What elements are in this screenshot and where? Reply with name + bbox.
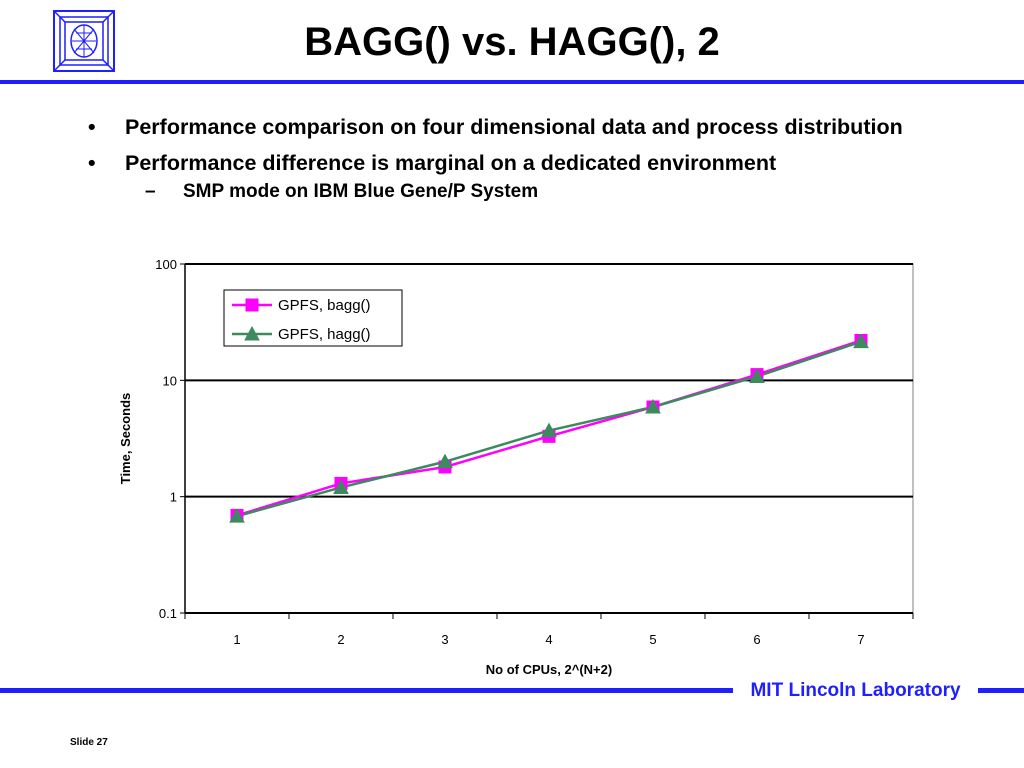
lab-name: MIT Lincoln Laboratory bbox=[750, 680, 961, 701]
bullet-text: Performance comparison on four dimension… bbox=[125, 115, 903, 139]
data-point-hagg bbox=[541, 422, 557, 438]
data-point-hagg bbox=[853, 333, 869, 349]
data-point-hagg bbox=[437, 453, 453, 469]
sub-bullet-item: – SMP mode on IBM Blue Gene/P System bbox=[88, 180, 968, 204]
y-axis-label: Time, Seconds bbox=[118, 393, 133, 485]
footer-rule-right bbox=[978, 688, 1024, 693]
bullet-item: • Performance comparison on four dimensi… bbox=[88, 114, 968, 140]
x-tick-label: 3 bbox=[441, 632, 448, 647]
data-point-hagg bbox=[333, 479, 349, 494]
y-tick-label: 1 bbox=[170, 490, 177, 505]
x-tick-label: 5 bbox=[649, 632, 656, 647]
data-point-hagg bbox=[749, 368, 765, 383]
legend-swatch-marker bbox=[245, 298, 259, 312]
dash-icon: – bbox=[145, 181, 156, 202]
bullet-text: Performance difference is marginal on a … bbox=[125, 151, 777, 175]
header-rule bbox=[0, 80, 1024, 84]
footer-rule-left bbox=[0, 688, 733, 693]
slide-number: Slide 27 bbox=[70, 737, 108, 748]
y-tick-label: 10 bbox=[163, 373, 177, 388]
data-point-hagg bbox=[645, 398, 661, 414]
bullet-icon: • bbox=[88, 115, 96, 139]
y-tick-label: 100 bbox=[155, 257, 177, 272]
bullet-icon: • bbox=[88, 151, 96, 175]
slide-title: BAGG() vs. HAGG(), 2 bbox=[304, 20, 720, 64]
y-tick-label: 0.1 bbox=[159, 606, 177, 621]
sub-bullet-text: SMP mode on IBM Blue Gene/P System bbox=[183, 181, 539, 202]
data-point-hagg bbox=[229, 508, 245, 523]
x-tick-label: 6 bbox=[753, 632, 760, 647]
x-tick-label: 7 bbox=[857, 632, 864, 647]
x-tick-label: 2 bbox=[337, 632, 344, 647]
legend-swatch-marker bbox=[244, 325, 260, 341]
x-axis-label: No of CPUs, 2^(N+2) bbox=[486, 662, 612, 677]
x-tick-label: 4 bbox=[545, 632, 552, 647]
bullet-item: • Performance difference is marginal on … bbox=[88, 150, 968, 176]
x-tick-label: 1 bbox=[233, 632, 240, 647]
legend-label: GPFS, bagg() bbox=[278, 297, 371, 314]
bullet-list: • Performance comparison on four dimensi… bbox=[88, 114, 968, 204]
mit-lincoln-logo bbox=[53, 10, 115, 72]
legend-label: GPFS, hagg() bbox=[278, 326, 371, 343]
